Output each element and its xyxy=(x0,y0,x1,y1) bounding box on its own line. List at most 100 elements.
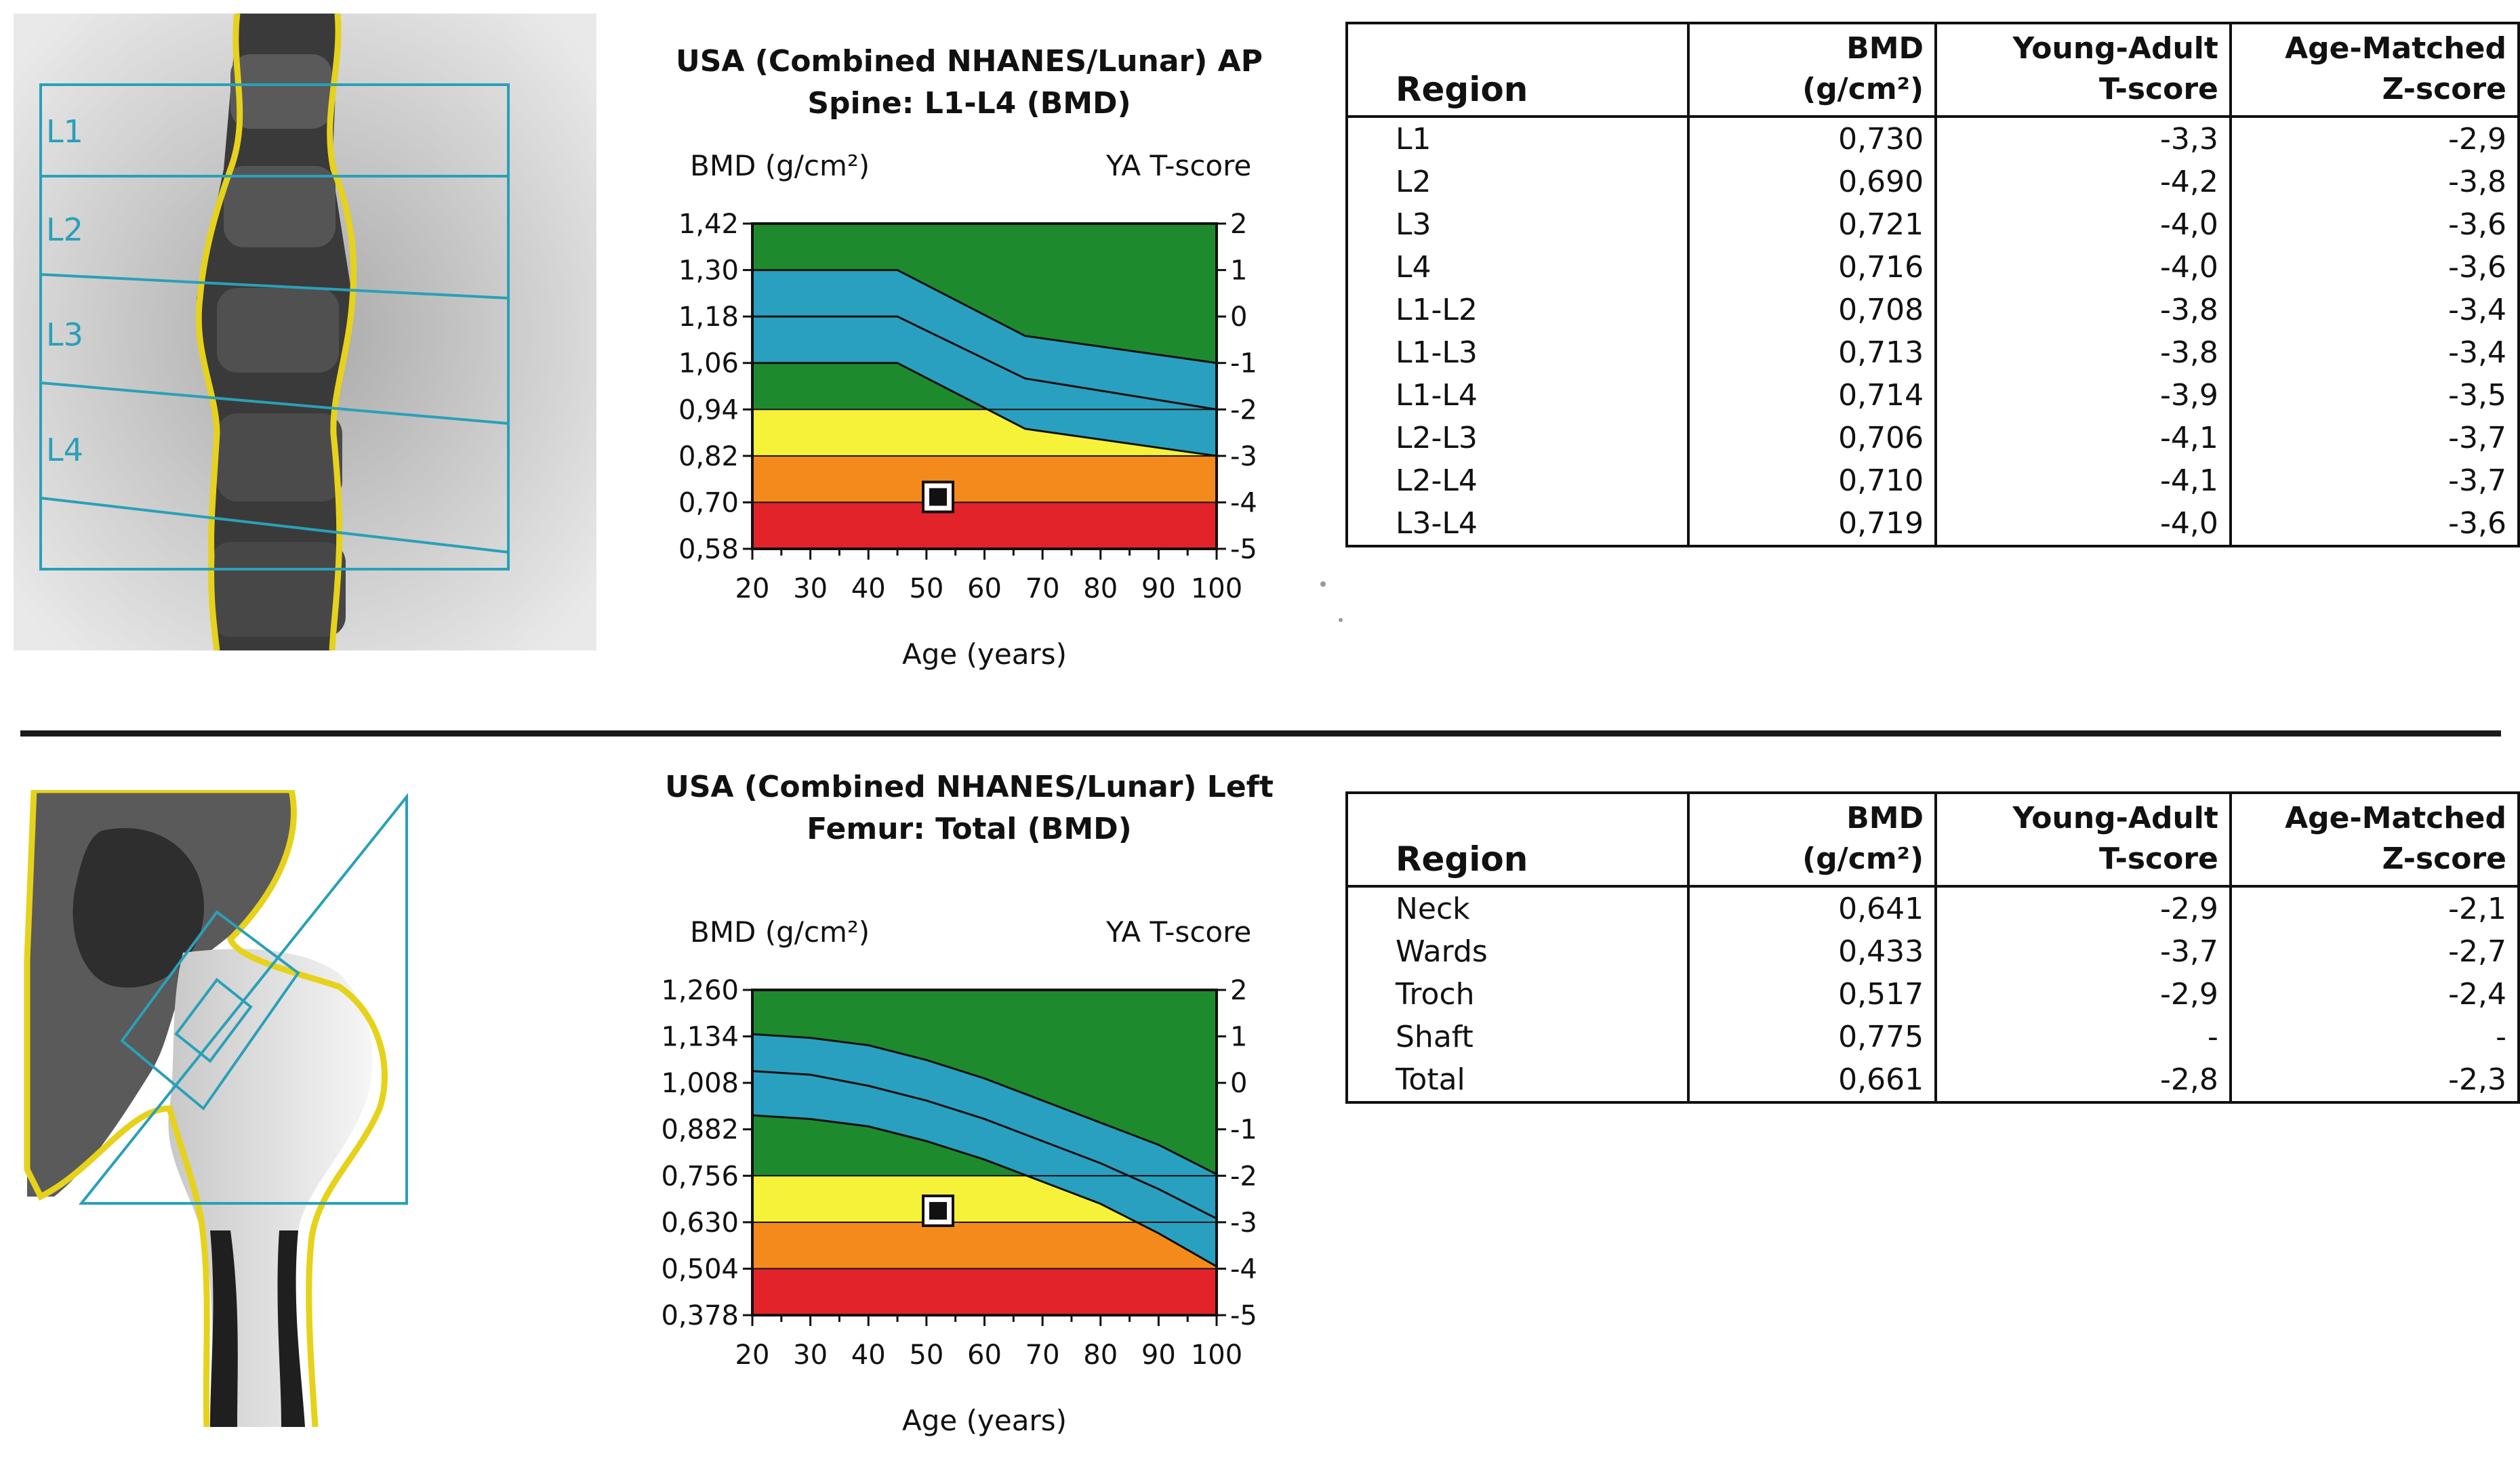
cell-tscore: -3,7 xyxy=(1934,930,2231,973)
cell-bmd: 0,716 xyxy=(1686,246,1936,289)
femur-header-region: Region xyxy=(1347,793,1688,888)
y-tick-label: 0,378 xyxy=(661,1300,739,1331)
table-row: L2 0,690 -4,2 -3,8 xyxy=(1347,161,2519,203)
femur-header-z-line2: Z-score xyxy=(2382,842,2506,876)
y2-tick-label: -1 xyxy=(1230,348,1257,379)
spine-roi-grid xyxy=(39,83,510,571)
y2-tick-label: -3 xyxy=(1230,1207,1257,1239)
cell-region: Total xyxy=(1396,1062,1465,1097)
y2-tick-label: 0 xyxy=(1230,302,1247,333)
y-tick-label: 0,58 xyxy=(678,534,739,565)
y-tick-label: 0,630 xyxy=(661,1207,739,1239)
x-tick-label: 60 xyxy=(967,573,1002,604)
cell-tscore: -4,0 xyxy=(1934,246,2231,289)
cell-region: Neck xyxy=(1396,892,1470,926)
cell-tscore: -4,0 xyxy=(1934,203,2231,246)
x-tick-label: 80 xyxy=(1083,1340,1118,1371)
x-tick-label: 50 xyxy=(909,573,943,604)
spine-right-axis-label: YA T-score xyxy=(1106,149,1252,182)
section-divider xyxy=(20,730,2501,737)
vertebra-l3 xyxy=(217,288,339,373)
femur-header-tscore: Young-Adult T-score xyxy=(1934,793,2231,888)
cell-zscore: -3,5 xyxy=(2229,374,2519,417)
y-tick-label: 0,82 xyxy=(678,441,739,472)
cell-bmd: 0,714 xyxy=(1686,374,1936,417)
femur-cortex-left xyxy=(210,1230,238,1427)
cell-zscore: -2,7 xyxy=(2229,930,2519,973)
femur-chart-title: USA (Combined NHANES/Lunar) Left Femur: … xyxy=(664,766,1274,850)
cell-bmd: 0,721 xyxy=(1686,203,1936,246)
patient-marker xyxy=(929,488,947,506)
cell-tscore: -4,2 xyxy=(1934,161,2231,203)
y2-tick-label: 2 xyxy=(1230,209,1247,240)
cell-bmd: 0,641 xyxy=(1686,886,1936,930)
cell-tscore: -3,3 xyxy=(1934,117,2231,161)
y-tick-label: 1,008 xyxy=(661,1068,739,1099)
x-tick-label: 30 xyxy=(793,573,828,604)
table-row: L1-L3 0,713 -3,8 -3,4 xyxy=(1347,331,2519,374)
spine-header-z-line2: Z-score xyxy=(2382,72,2506,106)
table-row: L2-L4 0,710 -4,1 -3,7 xyxy=(1347,459,2519,502)
table-row: Total 0,661 -2,8 -2,3 xyxy=(1347,1058,2519,1102)
femur-header-zscore: Age-Matched Z-score xyxy=(2229,793,2519,888)
band-red xyxy=(752,502,1217,549)
vertebra-l2 xyxy=(224,166,336,247)
x-tick-label: 60 xyxy=(967,1340,1002,1371)
band-orange xyxy=(752,1222,1217,1269)
table-row: Neck 0,641 -2,9 -2,1 xyxy=(1347,886,2519,930)
femur-table-header-row: Region BMD (g/cm²) Young-Adult T-score A… xyxy=(1347,793,2519,888)
spine-outline-right xyxy=(327,14,357,650)
cell-zscore: -2,9 xyxy=(2229,117,2519,161)
y2-tick-label: -1 xyxy=(1230,1115,1257,1146)
x-tick-label: 100 xyxy=(1191,1340,1242,1371)
table-row: L3-L4 0,719 -4,0 -3,6 xyxy=(1347,502,2519,546)
femur-scan-image xyxy=(24,790,408,1427)
spine-panel: L1 L2 L3 L4 USA (Combined NHANES/Lunar) … xyxy=(0,0,2520,726)
cell-tscore: -3,8 xyxy=(1934,331,2231,374)
x-tick-label: 20 xyxy=(735,1340,770,1371)
cell-bmd: 0,517 xyxy=(1686,973,1936,1016)
femur-right-axis-label: YA T-score xyxy=(1106,915,1252,949)
y2-tick-label: -2 xyxy=(1230,1161,1257,1192)
cell-region: L1 xyxy=(1396,122,1431,157)
cell-zscore: -2,4 xyxy=(2229,973,2519,1016)
y2-tick-label: 2 xyxy=(1230,975,1247,1006)
cell-region: L1-L3 xyxy=(1396,335,1478,370)
x-tick-label: 70 xyxy=(1025,1340,1060,1371)
cell-region: Shaft xyxy=(1396,1020,1474,1054)
femur-bmd-chart: 0,378 0,504 0,630 0,756 0,882 1,008 1,134 1,260… xyxy=(661,975,1257,1437)
band-red xyxy=(752,1268,1217,1315)
cell-bmd: 0,708 xyxy=(1686,289,1936,331)
femur-panel: USA (Combined NHANES/Lunar) Left Femur: … xyxy=(0,726,2520,1451)
y-tick-label: 1,18 xyxy=(678,302,739,333)
table-row: L2-L3 0,706 -4,1 -3,7 xyxy=(1347,417,2519,459)
reference-curve-lower xyxy=(752,1114,1217,1268)
spine-bmd-chart: 0,58 0,70 0,82 0,94 1,06 1,18 1,30 1,42 2 1 0 -1 -2 -… xyxy=(678,209,1257,671)
cell-region: L4 xyxy=(1396,250,1431,285)
cell-bmd: 0,775 xyxy=(1686,1016,1936,1058)
spine-results-table: Region BMD (g/cm²) Young-Adult T-score A… xyxy=(1345,22,2520,547)
cell-zscore: -3,6 xyxy=(2229,246,2519,289)
cell-zscore: -3,4 xyxy=(2229,289,2519,331)
y2-tick-label: -4 xyxy=(1230,1254,1257,1285)
table-row: L1-L4 0,714 -3,9 -3,5 xyxy=(1347,374,2519,417)
spine-header-bmd-line2: (g/cm²) xyxy=(1802,72,1924,106)
cell-tscore: -4,1 xyxy=(1934,417,2231,459)
femur-left-axis-label: BMD (g/cm²) xyxy=(690,915,870,949)
y2-tick-label: 1 xyxy=(1230,255,1247,287)
femur-results-table: Region BMD (g/cm²) Young-Adult T-score A… xyxy=(1345,791,2520,1104)
roi-label-l1: L1 xyxy=(46,113,83,150)
cell-bmd: 0,661 xyxy=(1686,1058,1936,1102)
femur-outline-right xyxy=(34,790,388,1427)
femur-header-bmd-line2: (g/cm²) xyxy=(1802,842,1924,876)
cell-zscore: -3,4 xyxy=(2229,331,2519,374)
femur-outline-left xyxy=(24,790,210,1427)
spine-title-line2: Spine: L1-L4 (BMD) xyxy=(807,86,1131,121)
x-tick-label: 50 xyxy=(909,1340,943,1371)
y-tick-label: 0,756 xyxy=(661,1161,739,1192)
cell-region: Troch xyxy=(1396,977,1475,1012)
x-tick-label: 20 xyxy=(735,573,770,604)
x-tick-label: 80 xyxy=(1083,573,1118,604)
cell-zscore: -3,8 xyxy=(2229,161,2519,203)
reference-curve-mean xyxy=(752,315,1217,411)
